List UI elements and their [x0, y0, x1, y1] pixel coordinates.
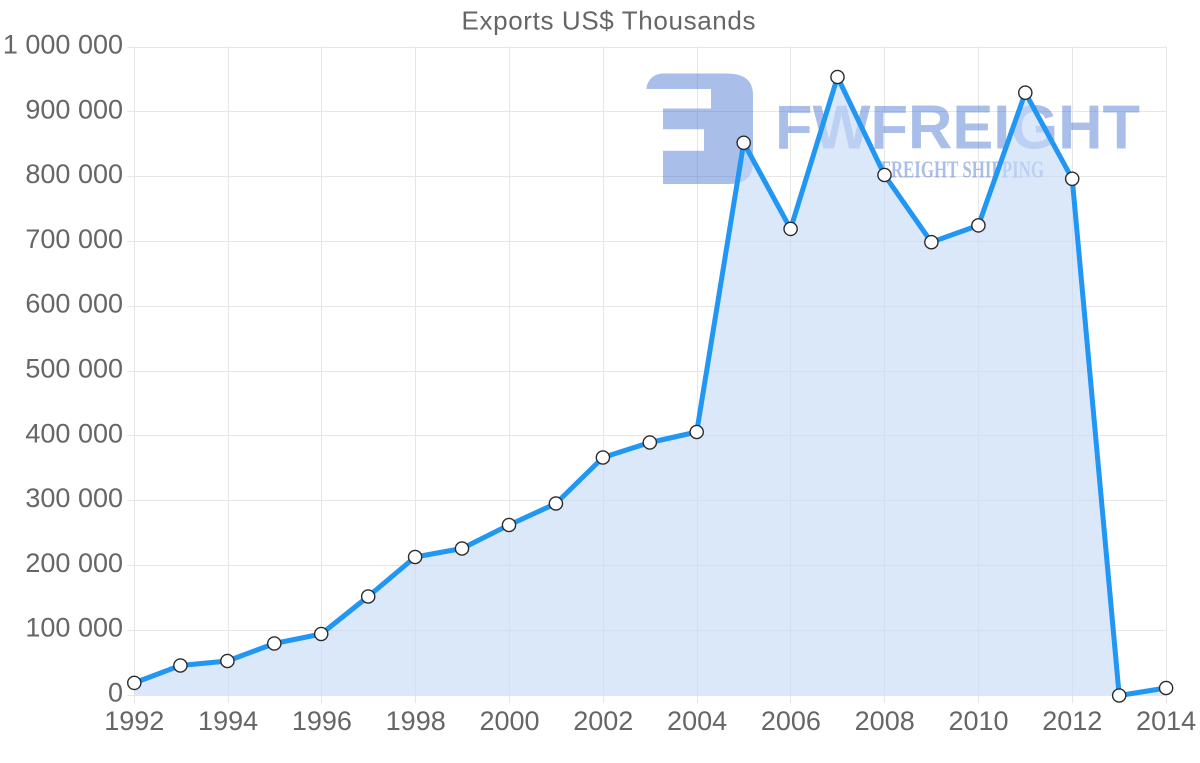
svg-text:500 000: 500 000 — [25, 354, 123, 384]
svg-text:Exports US$ Thousands: Exports US$ Thousands — [462, 6, 756, 36]
svg-text:300 000: 300 000 — [25, 483, 123, 513]
svg-text:600 000: 600 000 — [25, 289, 123, 319]
svg-text:0: 0 — [108, 678, 123, 708]
svg-text:1994: 1994 — [198, 706, 258, 736]
svg-text:1 000 000: 1 000 000 — [3, 30, 123, 60]
svg-text:2006: 2006 — [761, 706, 821, 736]
svg-text:2000: 2000 — [479, 706, 539, 736]
svg-text:1996: 1996 — [292, 706, 352, 736]
svg-text:800 000: 800 000 — [25, 159, 123, 189]
svg-text:200 000: 200 000 — [25, 548, 123, 578]
svg-text:1992: 1992 — [104, 706, 164, 736]
svg-text:2014: 2014 — [1136, 706, 1196, 736]
svg-text:2004: 2004 — [667, 706, 727, 736]
svg-text:2012: 2012 — [1042, 706, 1102, 736]
svg-text:2010: 2010 — [948, 706, 1008, 736]
svg-text:900 000: 900 000 — [25, 94, 123, 124]
svg-text:2002: 2002 — [573, 706, 633, 736]
svg-text:100 000: 100 000 — [25, 613, 123, 643]
svg-text:700 000: 700 000 — [25, 224, 123, 254]
svg-text:400 000: 400 000 — [25, 418, 123, 448]
svg-text:2008: 2008 — [855, 706, 915, 736]
svg-text:1998: 1998 — [386, 706, 446, 736]
